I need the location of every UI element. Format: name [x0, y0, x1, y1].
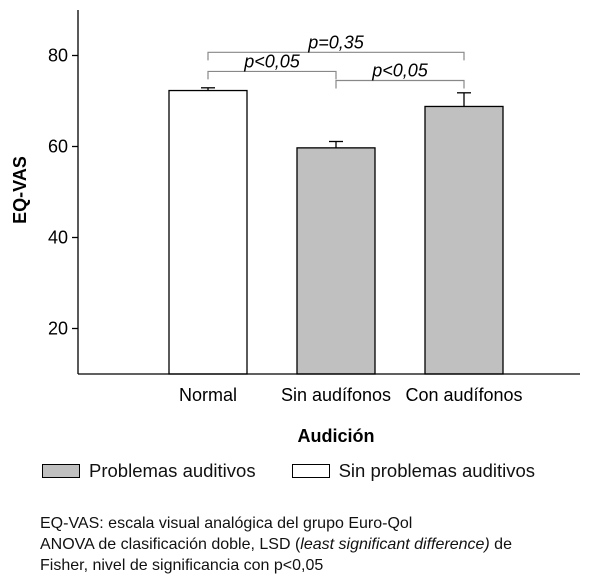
bar	[168, 89, 248, 375]
x-tick-label: Sin audífonos	[281, 385, 391, 405]
significance-label: p=0,35	[307, 32, 365, 52]
legend-label: Problemas auditivos	[89, 460, 256, 481]
legend-item-problemas: Problemas auditivos	[42, 460, 256, 482]
footnote-line: EQ-VAS: escala visual analógica del grup…	[40, 515, 413, 532]
significance-bracket	[207, 70, 337, 80]
y-tick-label: 20	[48, 319, 68, 339]
y-axis-ticks: 20 40 60 80	[48, 46, 78, 339]
x-tick-labels: Normal Sin audífonos Con audífonos	[179, 385, 523, 405]
footnote-line: Fisher, nivel de significancia con p<0,0…	[40, 557, 324, 574]
significance-bracket	[335, 79, 465, 89]
x-axis-title: Audición	[298, 426, 375, 446]
x-tick-label: Normal	[179, 385, 237, 405]
legend-item-sin-problemas: Sin problemas auditivos	[291, 460, 536, 482]
significance-label: p<0,05	[243, 51, 301, 71]
legend-swatch-white	[291, 464, 330, 478]
chart: 20 40 60 80 p<0,05 p<0,05 p=0,35 Normal Sin au…	[10, 10, 580, 446]
legend-label: Sin problemas auditivos	[338, 460, 536, 481]
significance-label: p<0,05	[371, 61, 429, 81]
y-axis-title: EQ-VAS	[10, 156, 30, 224]
significance-annotations: p<0,05 p<0,05 p=0,35	[207, 32, 465, 89]
y-tick-label: 60	[48, 137, 68, 157]
bars	[168, 87, 504, 375]
y-tick-label: 80	[48, 46, 68, 66]
bar	[296, 147, 376, 375]
x-tick-label: Con audífonos	[405, 385, 522, 405]
footnote: EQ-VAS: escala visual analógica del grup…	[40, 513, 512, 576]
significance-bracket	[207, 51, 465, 61]
y-tick-label: 40	[48, 228, 68, 248]
bar	[424, 105, 504, 375]
footnote-line: ANOVA de clasificación doble, LSD (least…	[40, 536, 512, 553]
legend-swatch-gray	[42, 464, 80, 478]
legend: Problemas auditivos Sin problemas auditi…	[42, 460, 535, 482]
